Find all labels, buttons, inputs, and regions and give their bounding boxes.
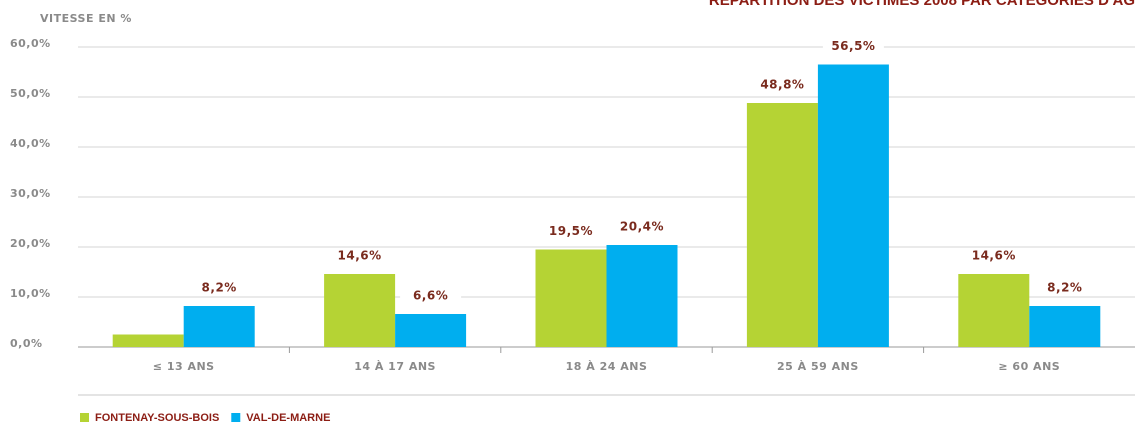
label-background	[400, 288, 462, 304]
x-tick-label: ≥ 60 ANS	[998, 360, 1060, 373]
bar	[395, 314, 467, 347]
y-tick-label: 30,0%	[10, 187, 51, 200]
label-background	[963, 248, 1025, 264]
value-label: 19,5%	[549, 224, 593, 238]
legend-label: FONTENAY-SOUS-BOIS	[95, 412, 219, 424]
value-label: 56,5%	[831, 39, 875, 53]
y-axis-label: VITESSE EN %	[40, 12, 132, 25]
label-background	[611, 219, 673, 235]
label-background	[540, 223, 602, 240]
value-label: 8,2%	[1047, 281, 1082, 295]
x-tick-label: 25 À 59 ANS	[777, 360, 859, 373]
bar	[958, 274, 1030, 347]
y-tick-label: 20,0%	[10, 237, 51, 250]
y-tick-label: 60,0%	[10, 37, 51, 50]
bar	[535, 249, 607, 347]
value-label: 20,4%	[620, 220, 664, 234]
chart-title: RÉPARTITION DES VICTIMES 2008 PAR CATÉGO…	[709, 0, 1135, 9]
x-tick-label: 14 À 17 ANS	[354, 360, 436, 373]
y-tick-label: 50,0%	[10, 87, 51, 100]
value-label: 8,2%	[202, 281, 237, 295]
bar	[746, 103, 818, 347]
bar	[112, 334, 184, 347]
label-background	[822, 38, 884, 55]
bar	[606, 245, 678, 347]
x-tick-label: ≤ 13 ANS	[153, 360, 215, 373]
y-tick-label: 40,0%	[10, 137, 51, 150]
label-background	[1034, 280, 1096, 296]
legend-swatch	[231, 413, 241, 422]
value-label: 14,6%	[338, 249, 382, 263]
value-label: 6,6%	[413, 289, 448, 303]
label-background	[188, 280, 250, 296]
label-background	[329, 248, 391, 264]
bar	[324, 274, 396, 347]
value-label: 48,8%	[760, 78, 804, 92]
y-tick-label: 0,0%	[10, 337, 43, 350]
bar	[817, 64, 889, 347]
y-tick-label: 10,0%	[10, 287, 51, 300]
legend-swatch	[80, 413, 89, 422]
legend-label: VAL-DE-MARNE	[246, 412, 330, 424]
x-tick-label: 18 À 24 ANS	[566, 360, 648, 373]
label-background	[751, 77, 813, 93]
bar	[1029, 306, 1101, 347]
value-label: 14,6%	[972, 249, 1016, 263]
bar	[183, 306, 255, 347]
